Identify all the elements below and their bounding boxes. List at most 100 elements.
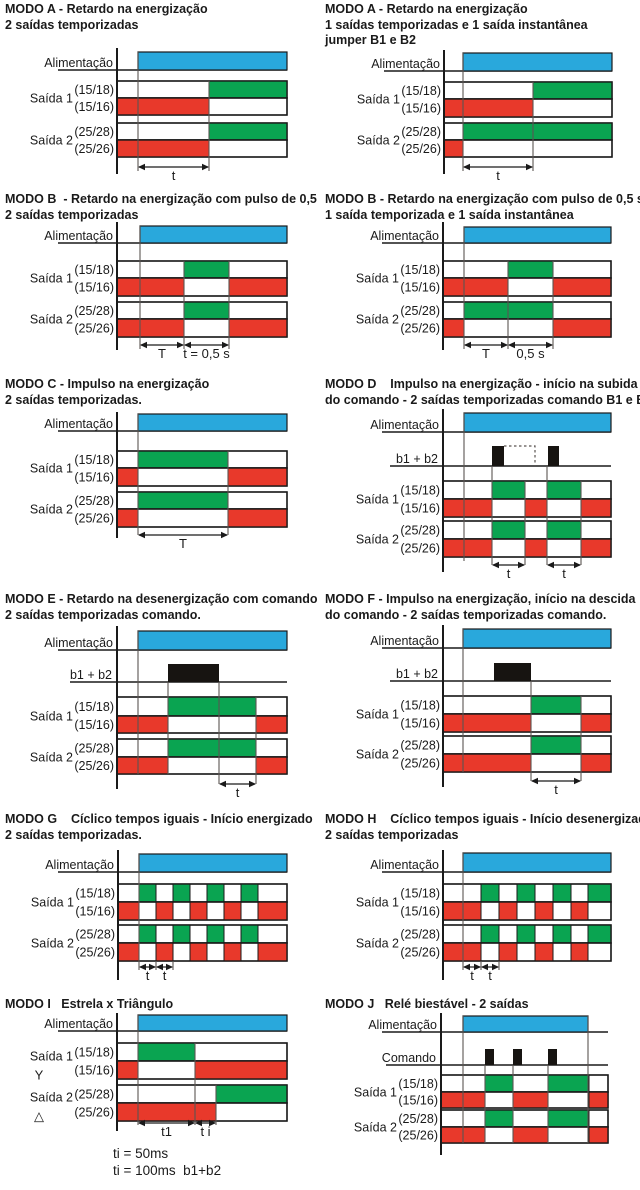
segment-off bbox=[498, 901, 518, 921]
panel-title: MODO G Cíclico tempos iguais - Início en… bbox=[5, 812, 313, 843]
panel-modo-a-2-saidas: MODO A - Retardo na energização 2 saídas … bbox=[0, 0, 320, 190]
arrowhead bbox=[531, 777, 538, 785]
panel-title-line: 2 saídas temporizadas. bbox=[5, 392, 142, 407]
time-marker-label: t i bbox=[200, 1124, 210, 1139]
arrowhead bbox=[138, 163, 145, 171]
arrowhead bbox=[209, 1119, 216, 1127]
panel-title: MODO A - Retardo na energização 1 saídas … bbox=[325, 2, 588, 49]
arrowhead bbox=[156, 963, 163, 971]
segment-on bbox=[137, 491, 229, 510]
panel-title: MODO B - Retardo na energização com puls… bbox=[325, 192, 640, 223]
output-group-label: Saída 2 bbox=[30, 313, 73, 327]
segment-off bbox=[116, 139, 210, 158]
output-group-label: Saída 1 bbox=[30, 462, 73, 476]
panel-title-line: MODO A - Retardo na energização bbox=[5, 2, 208, 16]
segment-off bbox=[580, 538, 612, 558]
output-group-label: Saída 2 bbox=[356, 313, 399, 327]
output-group-label: Saída 2 bbox=[356, 748, 399, 762]
arrowhead bbox=[464, 341, 471, 349]
command-pulse bbox=[168, 664, 219, 682]
power-label: Alimentação bbox=[368, 1018, 437, 1032]
channel-label: (25/26) bbox=[400, 322, 440, 336]
output-group-label: Saída 1 bbox=[356, 493, 399, 507]
timing-diagram-modo-f: b1 + b2 (15/18) (15/16) (25/28) (25/26) t Alim… bbox=[356, 625, 612, 797]
panel-modo-b-1-1: MODO B - Retardo na energização com puls… bbox=[320, 190, 640, 375]
channel-label: (25/28) bbox=[400, 304, 440, 318]
channel-label: (15/18) bbox=[400, 887, 440, 901]
channel-label: (15/18) bbox=[75, 887, 115, 901]
channel-label: (15/18) bbox=[398, 1077, 438, 1091]
panel-title-line: do comando - 2 saídas temporizadas coman… bbox=[325, 392, 640, 407]
segment-off bbox=[570, 901, 589, 921]
channel-label: (15/16) bbox=[400, 717, 440, 731]
arrowhead bbox=[574, 777, 581, 785]
output-group-label: Saída 1 bbox=[356, 896, 399, 910]
segment-on bbox=[137, 1042, 196, 1062]
segment-off bbox=[116, 467, 139, 487]
panel-modo-f: MODO F - Impulso na energização, início … bbox=[320, 590, 640, 810]
channel-label: (15/18) bbox=[74, 453, 114, 467]
panel-modo-b-2-saidas: MODO B - Retardo na energização com puls… bbox=[0, 190, 320, 375]
arrowhead bbox=[177, 341, 184, 349]
output-group-label: Saída 1 bbox=[30, 1050, 73, 1064]
segment-off bbox=[227, 508, 288, 528]
segment-on bbox=[484, 1074, 514, 1093]
panel-title-line: 2 saídas temporizadas comando. bbox=[5, 607, 201, 622]
channel-label: (15/16) bbox=[400, 502, 440, 516]
channel-label: (25/28) bbox=[74, 494, 114, 508]
segment-on bbox=[183, 260, 230, 279]
segment-off bbox=[194, 1060, 288, 1080]
output-group-label: Saída 2 bbox=[354, 1121, 397, 1135]
arrowhead bbox=[463, 163, 470, 171]
power-label: Alimentação bbox=[44, 417, 113, 431]
time-marker-label: T bbox=[482, 346, 490, 361]
segment-on bbox=[480, 924, 500, 944]
segment-on bbox=[462, 122, 613, 141]
timing-diagram-modo-h: (15/18) (15/16) (25/28) (25/26) t t Alimentaçã… bbox=[356, 850, 612, 983]
segment-off bbox=[223, 901, 242, 921]
segment-on bbox=[215, 1084, 288, 1104]
time-marker-label: t bbox=[236, 785, 240, 800]
segment-off bbox=[155, 942, 174, 962]
arrowhead bbox=[138, 531, 145, 539]
command-label: b1 + b2 bbox=[70, 668, 112, 682]
segment-off bbox=[116, 756, 169, 775]
segment-on bbox=[172, 883, 191, 903]
timing-diagram-modo-c: (15/18) (15/16) (25/28) (25/26) T Alimentação… bbox=[30, 412, 288, 551]
output-group-label: Saída 2 bbox=[30, 1091, 73, 1105]
channel-label: (25/28) bbox=[400, 739, 440, 753]
channel-label: (15/16) bbox=[398, 1094, 438, 1108]
panel-title: MODO D Impulso na energização - início n… bbox=[325, 377, 640, 408]
power-label: Alimentação bbox=[371, 57, 440, 71]
channel-label: (25/28) bbox=[74, 1088, 114, 1102]
timing-diagram-modo-a-1-1: (15/18) (15/16) (25/28) (25/26) t Alimentação… bbox=[357, 50, 613, 183]
channel-label: (15/18) bbox=[74, 83, 114, 97]
panel-title-line: MODO D Impulso na energização - início n… bbox=[325, 377, 638, 391]
channel-label: (15/18) bbox=[74, 263, 114, 277]
panel-title-line: MODO F - Impulso na energização, início … bbox=[325, 592, 636, 606]
time-marker-label: t bbox=[172, 168, 176, 183]
arrowhead bbox=[547, 561, 554, 569]
segment-off bbox=[116, 1060, 139, 1080]
segment-on bbox=[552, 883, 572, 903]
time-marker-label: T bbox=[158, 346, 166, 361]
arrowhead bbox=[184, 341, 191, 349]
segment-off bbox=[257, 942, 288, 962]
segment-off bbox=[116, 715, 169, 734]
segment-on bbox=[138, 924, 157, 944]
output-group-label: Saída 1 bbox=[30, 710, 73, 724]
output-group-label: Saída 1 bbox=[31, 896, 74, 910]
arrowhead bbox=[140, 341, 147, 349]
channel-label: (15/18) bbox=[74, 700, 114, 714]
arrowhead bbox=[222, 341, 229, 349]
segment-on bbox=[167, 696, 257, 717]
command-label: Comando bbox=[382, 1051, 436, 1065]
channel-label: (15/16) bbox=[74, 1064, 114, 1078]
command-pulse bbox=[494, 663, 531, 681]
segment-on bbox=[484, 1109, 514, 1128]
output-group-label: Saída 2 bbox=[30, 751, 73, 765]
panel-modo-e: MODO E - Retardo na desenergização com c… bbox=[0, 590, 320, 810]
arrowhead bbox=[202, 163, 209, 171]
channel-label: (25/26) bbox=[400, 757, 440, 771]
segment-off bbox=[498, 942, 518, 962]
